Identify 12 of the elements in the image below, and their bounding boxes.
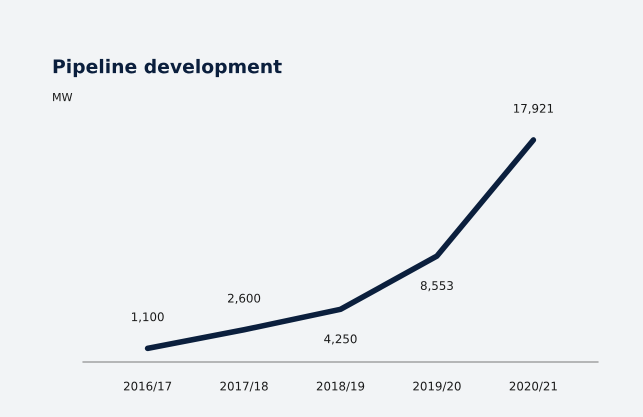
data-label: 2,600 xyxy=(228,294,260,304)
x-tick-label: 2020/21 xyxy=(510,382,557,392)
data-label: 17,921 xyxy=(514,104,553,114)
data-label: 1,100 xyxy=(132,312,164,322)
data-label: 8,553 xyxy=(420,281,453,292)
x-tick-label: 2018/19 xyxy=(316,382,364,392)
x-tick-label: 2016/17 xyxy=(124,382,172,392)
x-tick-label: 2017/18 xyxy=(220,382,268,392)
chart-title: Pipeline development xyxy=(54,58,282,78)
y-axis-title: MW xyxy=(53,92,72,102)
x-tick-label: 2019/20 xyxy=(413,382,461,392)
data-label: 4,250 xyxy=(324,334,357,345)
